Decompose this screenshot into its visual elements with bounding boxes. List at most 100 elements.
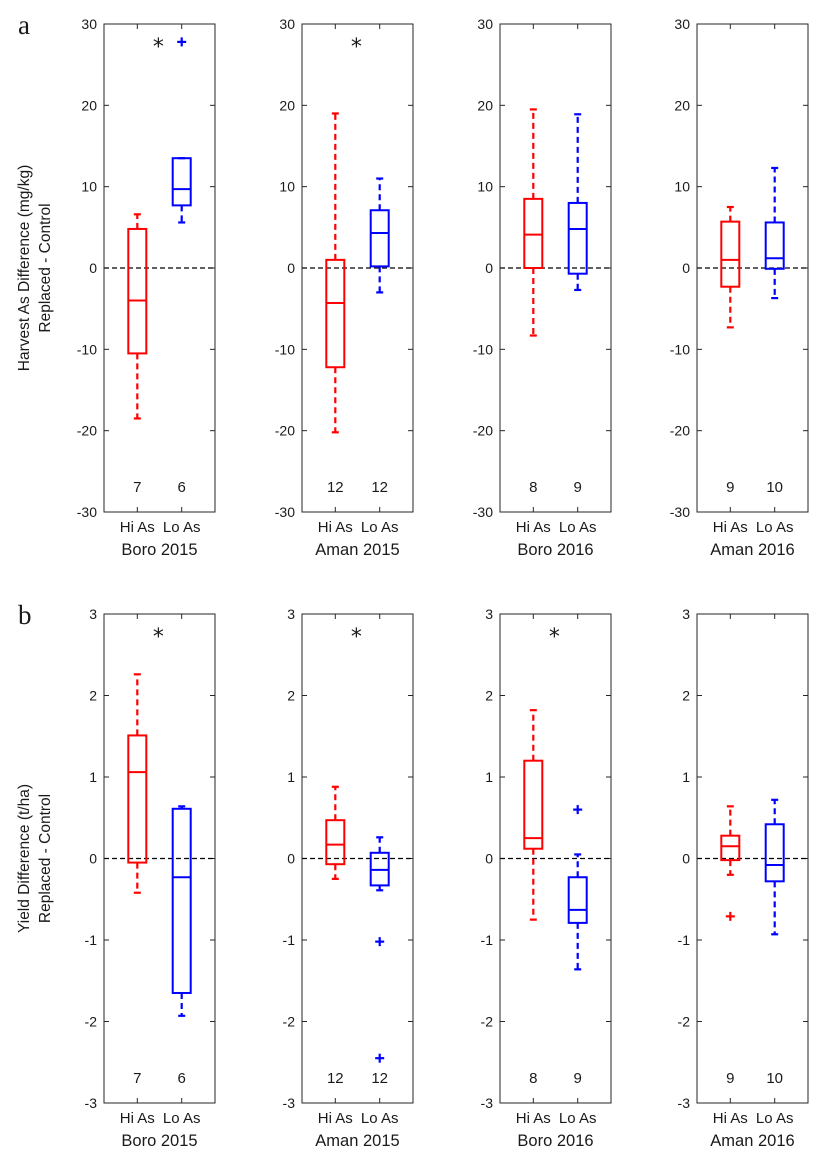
box-lo-as xyxy=(369,177,390,294)
y-tick-label: 0 xyxy=(682,260,690,276)
y-tick-label: -1 xyxy=(85,932,98,948)
axes-frame xyxy=(301,613,414,1104)
y-tick-label: -30 xyxy=(473,504,493,520)
y-tick-label: -2 xyxy=(481,1014,494,1030)
y-tick-label: 3 xyxy=(485,606,493,622)
x-category-label: Lo As xyxy=(756,1110,794,1127)
sample-size-label: 12 xyxy=(371,1070,388,1087)
x-category-label: Hi As xyxy=(516,519,551,536)
sample-size-label: 9 xyxy=(574,479,582,496)
y-tick-label: 0 xyxy=(485,260,493,276)
y-tick-label: 1 xyxy=(89,769,97,785)
season-label: Boro 2015 xyxy=(121,1132,197,1150)
y-tick-label: 0 xyxy=(287,260,295,276)
y-tick-label: 3 xyxy=(89,606,97,622)
box-lo-as xyxy=(764,166,785,300)
y-tick-label: 20 xyxy=(674,97,690,113)
x-category-label: Hi As xyxy=(516,1110,551,1127)
y-tick-label: 20 xyxy=(81,97,97,113)
interquartile-box xyxy=(171,157,192,207)
y-tick-label: -2 xyxy=(678,1014,691,1030)
box-lo-as xyxy=(369,836,390,1063)
y-tick-label: 0 xyxy=(287,851,295,867)
y-tick-label: 20 xyxy=(477,97,493,113)
y-tick-label: 0 xyxy=(89,851,97,867)
y-tick-label: 10 xyxy=(81,179,97,195)
interquartile-box xyxy=(127,734,148,864)
box-lo-as xyxy=(171,37,192,224)
box-hi-as xyxy=(720,805,741,921)
y-tick-label: 1 xyxy=(287,769,295,785)
y-tick-label: -10 xyxy=(77,341,97,357)
x-category-label: Lo As xyxy=(361,519,399,536)
season-label: Aman 2016 xyxy=(710,1132,794,1150)
y-tick-label: -1 xyxy=(678,932,691,948)
y-tick-label: -1 xyxy=(283,932,296,948)
sample-size-label: 8 xyxy=(529,479,537,496)
y-tick-label: -20 xyxy=(473,423,493,439)
panel-b-3: -3 -2 -1 0 1 2 3 8 Hi As 9 Lo As * Boro 2016 xyxy=(481,606,612,1150)
significance-star: * xyxy=(153,625,164,650)
panel-a-2: -30 -20 -10 0 10 20 30 12 Hi As 12 Lo As * Aman 2015 xyxy=(275,16,414,559)
y-tick-label: -30 xyxy=(670,504,690,520)
y-axis-label-line2: Replaced - Control xyxy=(37,794,54,923)
y-tick-label: 30 xyxy=(279,16,295,32)
box-hi-as xyxy=(127,673,148,894)
box-hi-as xyxy=(325,785,346,880)
axes-frame xyxy=(103,613,216,1104)
season-label: Boro 2016 xyxy=(517,1132,593,1150)
y-tick-label: -3 xyxy=(85,1095,98,1111)
outlier-marker xyxy=(177,37,187,47)
interquartile-box xyxy=(567,201,588,275)
panel-a-4: -30 -20 -10 0 10 20 30 9 Hi As 10 Lo As Aman 2016 xyxy=(670,16,809,559)
x-category-label: Hi As xyxy=(120,519,155,536)
axes-frame xyxy=(301,23,414,513)
x-category-label: Lo As xyxy=(559,1110,597,1127)
panel-a-3: -30 -20 -10 0 10 20 30 8 Hi As 9 Lo As Boro 2016 xyxy=(473,16,612,559)
sample-size-label: 9 xyxy=(726,1070,734,1087)
sample-size-label: 7 xyxy=(133,479,141,496)
sample-size-label: 6 xyxy=(178,479,186,496)
box-lo-as xyxy=(764,798,785,936)
season-label: Aman 2015 xyxy=(315,1132,399,1150)
y-tick-label: 0 xyxy=(485,851,493,867)
sample-size-label: 8 xyxy=(529,1070,537,1087)
sample-size-label: 9 xyxy=(726,479,734,496)
y-axis-label-b: Yield Difference (t/ha) Replaced - Contro… xyxy=(16,784,54,933)
outlier-marker xyxy=(375,937,385,947)
y-tick-label: 2 xyxy=(682,688,690,704)
panel-b-1: -3 -2 -1 0 1 2 3 7 Hi As 6 Lo As * Boro 2015 xyxy=(85,606,216,1150)
x-category-label: Lo As xyxy=(163,519,201,536)
y-axis-label-a: Harvest As Difference (mg/kg) Replaced - … xyxy=(16,165,54,371)
season-label: Boro 2016 xyxy=(517,541,593,559)
x-category-label: Hi As xyxy=(120,1110,155,1127)
significance-star: * xyxy=(549,625,560,650)
y-tick-label: 2 xyxy=(89,688,97,704)
y-tick-label: 3 xyxy=(682,606,690,622)
y-tick-label: -30 xyxy=(275,504,295,520)
y-tick-label: -20 xyxy=(275,423,295,439)
y-axis-label-line2: Replaced - Control xyxy=(37,203,54,332)
axes-frame xyxy=(696,23,809,513)
y-tick-label: 10 xyxy=(477,179,493,195)
interquartile-box xyxy=(325,258,346,369)
y-tick-label: 30 xyxy=(674,16,690,32)
y-tick-label: -2 xyxy=(283,1014,296,1030)
season-label: Aman 2016 xyxy=(710,541,794,559)
x-category-label: Lo As xyxy=(756,519,794,536)
y-tick-label: -3 xyxy=(481,1095,494,1111)
box-lo-as xyxy=(171,805,192,1017)
interquartile-box xyxy=(127,227,148,355)
significance-star: * xyxy=(351,35,362,60)
interquartile-box xyxy=(369,209,390,268)
significance-star: * xyxy=(351,625,362,650)
box-hi-as xyxy=(127,213,148,420)
panel-a-1: -30 -20 -10 0 10 20 30 7 Hi As 6 Lo As * Boro 2015 xyxy=(77,16,216,559)
y-tick-label: -10 xyxy=(275,341,295,357)
y-tick-label: -30 xyxy=(77,504,97,520)
y-axis-label-line1: Yield Difference (t/ha) xyxy=(16,784,33,933)
x-category-label: Lo As xyxy=(361,1110,399,1127)
outlier-marker xyxy=(375,1053,385,1063)
interquartile-box xyxy=(523,197,544,269)
